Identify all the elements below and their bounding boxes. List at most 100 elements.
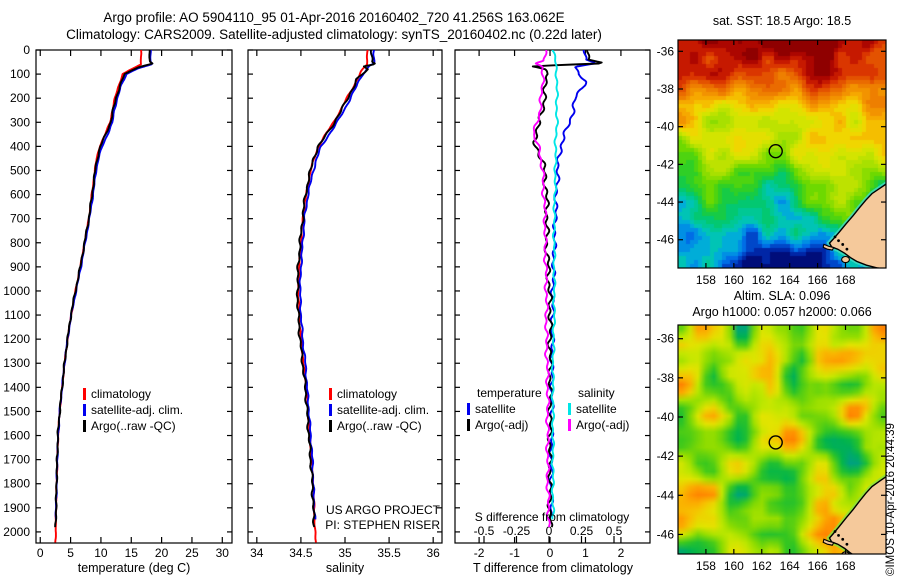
map-lat-tick-label: -42	[657, 449, 675, 463]
map-lon-tick-label: 160	[724, 559, 744, 573]
depth-tick-label: 1300	[3, 356, 30, 370]
argo-adj-swatch-icon	[568, 419, 571, 431]
s-tick-label: 0.5	[606, 524, 623, 538]
x-tick-label: 20	[155, 546, 169, 560]
imos-credit: ©IMOS 10-Apr-2016 20:44:39	[885, 423, 897, 576]
argo-float-marker	[768, 435, 783, 450]
depth-tick-label: 800	[10, 236, 30, 250]
series-salinity-satellite	[550, 50, 559, 520]
island	[841, 255, 850, 264]
legend-label: satellite-adj. clim.	[337, 403, 430, 417]
legend-label: Argo(..raw -QC)	[91, 419, 176, 433]
s-tick-label: -0.5	[474, 524, 495, 538]
sla-title-line1: Altim. SLA: 0.096	[733, 289, 831, 303]
sla-title-line2: Argo h1000: 0.057 h2000: 0.066	[692, 305, 872, 319]
map-lon-tick-label: 158	[696, 273, 716, 287]
depth-tick-label: 1600	[3, 429, 30, 443]
depth-tick-label: 1500	[3, 404, 30, 418]
map-lat-tick-label: -44	[657, 488, 675, 502]
legend-item-satellite: satellite	[467, 401, 542, 417]
x-tick-label: 0	[547, 546, 554, 560]
temperature-axis-label: temperature (deg C)	[77, 561, 191, 575]
s-difference-axis-label: S difference from climatology	[474, 510, 630, 524]
map-lat-tick-label: -40	[657, 410, 675, 424]
satellite-swatch-icon	[467, 403, 470, 415]
temperature-panel: 0 5 10 15 20 25 300100200300400500600700800900…	[3, 43, 233, 560]
argo-float-marker	[768, 143, 783, 159]
x-tick-label: 2	[618, 546, 625, 560]
legend-label: satellite-adj. clim.	[91, 403, 184, 417]
legend-label: satellite	[475, 402, 516, 416]
legend-label: Argo(..raw -QC)	[337, 419, 422, 433]
map-lon-tick-label: 160	[724, 273, 744, 287]
project-annotation: US ARGO PROJECT PI: STEPHEN RISER	[140, 503, 440, 532]
legend-item-climatology: climatology	[83, 386, 183, 402]
legend-label: Argo(-adj)	[475, 418, 529, 432]
sst-map-overlay: 158 160 162 164 166 168 -36 -38 -40 -42 -44 -46	[657, 39, 887, 287]
x-tick-label: 36	[427, 546, 441, 560]
panel-frame	[247, 49, 443, 544]
land-mass	[829, 476, 886, 554]
salinity-panel-legend: climatology satellite-adj. clim. Argo(..…	[329, 386, 429, 434]
map-lon-tick-label: 162	[752, 559, 772, 573]
series-argo-raw-qc-	[295, 50, 376, 528]
x-tick-label: 30	[216, 546, 230, 560]
depth-tick-label: 2000	[3, 525, 30, 539]
coastline	[828, 183, 886, 268]
x-tick-label: -1	[509, 546, 520, 560]
sla-map-overlay: 158 160 162 164 166 168 -36 -38 -40 -42 -44 -46	[657, 324, 887, 573]
x-tick-label: 35.5	[377, 546, 401, 560]
annotation-line2: PI: STEPHEN RISER	[325, 517, 440, 532]
map-lon-tick-label: 164	[780, 273, 800, 287]
x-tick-label: 1	[582, 546, 589, 560]
legend-header-label: salinity	[578, 386, 615, 400]
difference-salinity-legend: salinity satellite Argo(-adj)	[568, 385, 629, 433]
map-lat-tick-label: -46	[657, 233, 675, 247]
x-tick-label: 15	[125, 546, 139, 560]
series-satellite-adj-clim-	[298, 50, 376, 520]
depth-tick-label: 500	[10, 163, 30, 177]
x-tick-label: 25	[185, 546, 199, 560]
x-tick-label: 5	[67, 546, 74, 560]
difference-temperature-legend: temperature satellite Argo(-adj)	[467, 385, 542, 433]
map-lon-tick-label: 166	[808, 273, 828, 287]
panel-frame	[35, 49, 233, 544]
legend-item-argo: Argo(..raw -QC)	[329, 418, 429, 434]
x-tick-label: 10	[94, 546, 108, 560]
depth-tick-label: 1100	[4, 308, 30, 322]
difference-panel: -2 -1 0 1 2 -0.5 -0.25 0 0.25 0.5	[454, 49, 651, 560]
figure-title-line2: Climatology: CARS2009. Satellite-adjuste…	[66, 27, 602, 42]
depth-tick-label: 200	[10, 91, 30, 105]
figure-header: Argo profile: AO 5904110_95 01-Apr-2016 …	[0, 9, 668, 43]
s-tick-label: 0.25	[570, 524, 594, 538]
map-frame	[677, 39, 887, 269]
map-lon-tick-label: 168	[836, 273, 856, 287]
figure-title-line1: Argo profile: AO 5904110_95 01-Apr-2016 …	[103, 10, 565, 25]
depth-tick-label: 1000	[3, 284, 30, 298]
legend-item-argo-adj: Argo(-adj)	[568, 417, 629, 433]
map-lat-tick-label: -38	[657, 82, 675, 96]
map-lat-tick-label: -38	[657, 371, 675, 385]
legend-header-label: temperature	[477, 386, 542, 400]
x-tick-label: 34	[250, 546, 264, 560]
sla-map-title: Altim. SLA: 0.096 Argo h1000: 0.057 h200…	[663, 288, 900, 320]
depth-tick-label: 0	[23, 43, 30, 57]
map-lon-tick-label: 164	[780, 559, 800, 573]
s-tick-label: -0.25	[503, 524, 531, 538]
depth-tick-label: 1700	[3, 453, 30, 467]
depth-tick-label: 900	[10, 260, 30, 274]
series-temperature-argo-adj-	[531, 50, 603, 528]
map-lon-tick-label: 166	[808, 559, 828, 573]
argo-adj-swatch-icon	[467, 419, 470, 431]
salinity-panel: 34 34.5 35 35.5 36	[247, 49, 443, 560]
legend-label: climatology	[337, 387, 398, 401]
map-lat-tick-label: -46	[657, 527, 675, 541]
x-tick-label: 35	[338, 546, 352, 560]
map-lat-tick-label: -36	[657, 332, 675, 346]
depth-tick-label: 400	[10, 139, 30, 153]
map-lon-tick-label: 158	[696, 559, 716, 573]
depth-tick-label: 700	[10, 212, 30, 226]
legend-label: satellite	[576, 402, 617, 416]
